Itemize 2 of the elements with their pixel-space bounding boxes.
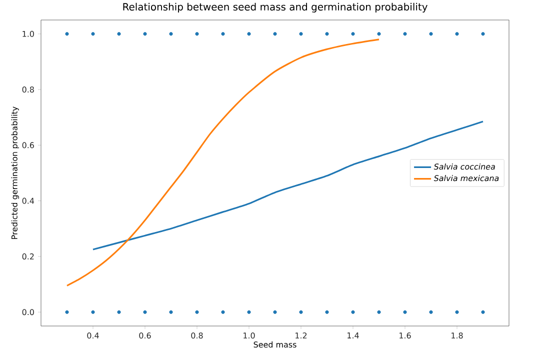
line-series (66, 38, 380, 286)
chart-title: Relationship between seed mass and germination probability (123, 2, 428, 13)
